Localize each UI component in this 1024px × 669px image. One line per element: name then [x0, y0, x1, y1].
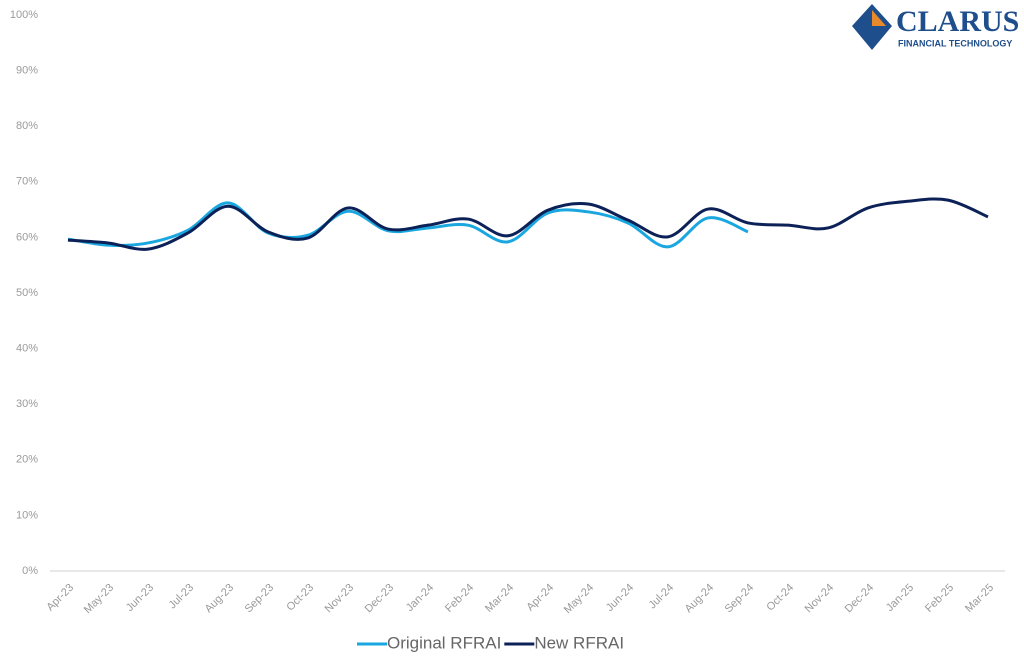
x-tick-label: Jul-24 — [646, 582, 676, 612]
x-tick-label: Dec-23 — [363, 582, 397, 616]
x-tick-label: Jun-23 — [124, 582, 156, 614]
x-tick-label: Oct-23 — [284, 582, 316, 614]
y-tick-label: 0% — [22, 565, 38, 577]
y-tick-label: 50% — [16, 287, 38, 299]
x-tick-label: Dec-24 — [843, 582, 877, 616]
x-tick-label: Jan-24 — [404, 582, 436, 614]
y-tick-label: 40% — [16, 343, 38, 355]
y-tick-label: 80% — [16, 120, 38, 132]
x-tick-label: Feb-25 — [923, 582, 956, 615]
y-tick-label: 60% — [16, 231, 38, 243]
x-tick-label: Mar-24 — [483, 582, 516, 615]
x-tick-label: May-23 — [82, 582, 116, 616]
x-tick-label: Aug-23 — [203, 582, 237, 616]
x-tick-label: Jul-23 — [166, 582, 196, 612]
x-tick-label: Jan-25 — [884, 582, 916, 614]
y-tick-label: 20% — [16, 454, 38, 466]
x-tick-label: Aug-24 — [683, 582, 717, 616]
y-tick-label: 30% — [16, 398, 38, 410]
legend-label: New RFRAI — [534, 633, 624, 652]
x-tick-label: Feb-24 — [443, 582, 476, 615]
logo-name: CLARUS — [896, 5, 1019, 38]
logo: CLARUS FINANCIAL TECHNOLOGY — [852, 4, 1019, 50]
x-tick-label: May-24 — [562, 582, 596, 616]
x-tick-label: Apr-23 — [44, 582, 76, 614]
logo-icon — [852, 4, 892, 50]
series-line — [67, 201, 749, 249]
x-tick-label: Apr-24 — [524, 582, 556, 614]
x-tick-label: Mar-25 — [963, 582, 996, 615]
y-tick-label: 100% — [10, 9, 38, 21]
x-tick-label: Sep-24 — [723, 582, 757, 616]
x-tick-label: Nov-24 — [803, 582, 837, 616]
legend-label: Original RFRAI — [387, 633, 501, 652]
x-tick-label: Nov-23 — [323, 582, 357, 616]
x-tick-label: Sep-23 — [243, 582, 277, 616]
series-line — [67, 197, 989, 251]
x-tick-label: Jun-24 — [604, 582, 636, 614]
y-tick-label: 70% — [16, 176, 38, 188]
logo-tagline: FINANCIAL TECHNOLOGY — [898, 38, 1012, 48]
logo-icon-accent — [872, 10, 886, 26]
x-tick-label: Oct-24 — [764, 582, 796, 614]
y-tick-label: 90% — [16, 65, 38, 77]
y-tick-label: 10% — [16, 509, 38, 521]
